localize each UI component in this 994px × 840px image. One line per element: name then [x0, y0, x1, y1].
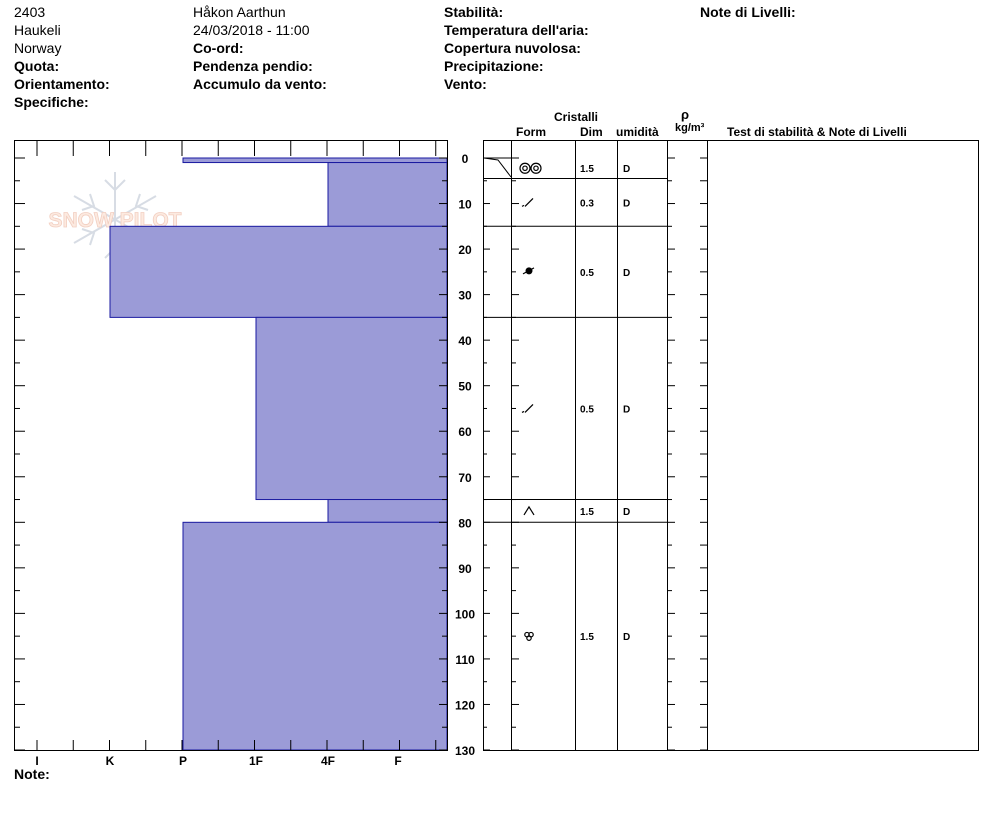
- stability-tests-header: Test di stabilità & Note di Livelli: [727, 125, 907, 139]
- hardness-bar-0: [182, 157, 448, 164]
- depth-label-9: 90: [458, 562, 472, 576]
- layer-rows: 1.5 D 0.3 D 0.5 D 0.5 D 1.5 D 1.5 D: [511, 162, 667, 643]
- layer-row-5: 1.5 D: [511, 521, 667, 643]
- crystals-header: Cristalli: [554, 110, 599, 124]
- aspect-label: Orientamento:: [14, 76, 110, 92]
- depth-label-0: 0: [462, 152, 469, 166]
- cloud-cover-label: Copertura nuvolosa:: [444, 40, 581, 56]
- coord-label: Co-ord:: [193, 40, 244, 56]
- layer-moisture-2: D: [623, 268, 630, 279]
- connector-top: [483, 157, 512, 178]
- wind-label: Vento:: [444, 76, 487, 92]
- hardness-ticks: [36, 141, 437, 750]
- density-symbol: ρ: [681, 107, 690, 122]
- depth-hoar-icon: [523, 505, 535, 516]
- layer-moisture-5: D: [623, 632, 630, 643]
- moisture-header: umidità: [616, 125, 659, 139]
- depth-label-2: 20: [458, 243, 472, 257]
- depth-label-8: 80: [458, 516, 472, 530]
- layer-row-2: 0.5 D: [511, 225, 667, 279]
- notes-label: Note:: [14, 766, 50, 782]
- precipitation-label: Precipitazione:: [444, 58, 544, 74]
- hardness-bar-1: [327, 162, 448, 227]
- depth-label-7: 70: [458, 471, 472, 485]
- depth-label-13: 130: [455, 744, 475, 758]
- air-temp-label: Temperatura dell'aria:: [444, 22, 589, 38]
- hardness-label-4: 4F: [321, 754, 335, 768]
- layer-size-2: 0.5: [580, 268, 594, 279]
- depth-label-11: 110: [455, 653, 475, 667]
- layer-size-3: 0.5: [580, 404, 594, 415]
- depth-axis-labels: 0 10 20 30 40 50 60 70 80 90 100 110 120 130: [455, 152, 475, 758]
- elevation-label: Quota:: [14, 58, 60, 74]
- site-id: 2403: [14, 4, 46, 20]
- decomposing-icon: [521, 404, 534, 413]
- layer-size-5: 1.5: [580, 632, 594, 643]
- layer-size-4: 1.5: [580, 507, 594, 518]
- site-country: Norway: [14, 40, 62, 56]
- layer-moisture-4: D: [623, 507, 630, 518]
- hardness-bar-2: [109, 225, 448, 318]
- layer-notes-label: Note di Livelli:: [700, 4, 796, 20]
- layer-row-0: 1.5 D: [519, 162, 630, 175]
- site-name: Haukeli: [14, 22, 61, 38]
- hardness-label-0: I: [35, 754, 38, 768]
- layer-moisture-0: D: [623, 164, 630, 175]
- hardness-bar-3: [255, 316, 448, 501]
- size-header: Dim: [580, 125, 603, 139]
- hardness-label-3: 1F: [249, 754, 263, 768]
- layer-row-1: 0.3 D: [511, 177, 667, 209]
- hardness-label-1: K: [106, 754, 115, 768]
- depth-label-4: 40: [458, 334, 472, 348]
- depth-label-5: 50: [458, 380, 472, 394]
- depth-label-3: 30: [458, 289, 472, 303]
- hardness-bar-4: [327, 499, 448, 523]
- layer-size-1: 0.3: [580, 198, 594, 209]
- depth-label-12: 120: [455, 698, 475, 712]
- layer-size-0: 1.5: [580, 164, 594, 175]
- depth-label-6: 60: [458, 425, 472, 439]
- layer-table-frame: [483, 140, 979, 751]
- melt-forms-icon: [524, 631, 534, 641]
- depth-label-10: 100: [455, 607, 475, 621]
- layer-row-4: 1.5 D: [511, 499, 667, 518]
- hardness-bar-5: [182, 521, 448, 751]
- depth-ticks: [15, 157, 447, 751]
- connector-lines: [483, 157, 512, 523]
- layer-moisture-3: D: [623, 404, 630, 415]
- specifics-label: Specifiche:: [14, 94, 89, 110]
- observation-datetime: 24/03/2018 - 11:00: [193, 22, 310, 38]
- rounded-grains-icon: [519, 162, 542, 174]
- depth-label-1: 10: [458, 198, 472, 212]
- layer-moisture-1: D: [623, 198, 630, 209]
- density-unit: kg/m³: [675, 122, 705, 134]
- wind-loading-label: Accumulo da vento:: [193, 76, 327, 92]
- table-ticks: [484, 157, 707, 751]
- observer-name: Håkon Aarthun: [193, 4, 286, 20]
- hardness-bars: [109, 157, 448, 751]
- hardness-axis-labels: I K P 1F 4F F: [35, 754, 401, 768]
- slope-label: Pendenza pendio:: [193, 58, 313, 74]
- hardness-label-2: P: [179, 754, 187, 768]
- graupel-icon: [522, 267, 535, 275]
- layer-row-3: 0.5 D: [511, 316, 667, 415]
- hardness-label-5: F: [394, 754, 401, 768]
- decomposing-icon: [521, 197, 534, 207]
- stability-label: Stabilità:: [444, 4, 504, 20]
- form-header: Form: [516, 125, 546, 139]
